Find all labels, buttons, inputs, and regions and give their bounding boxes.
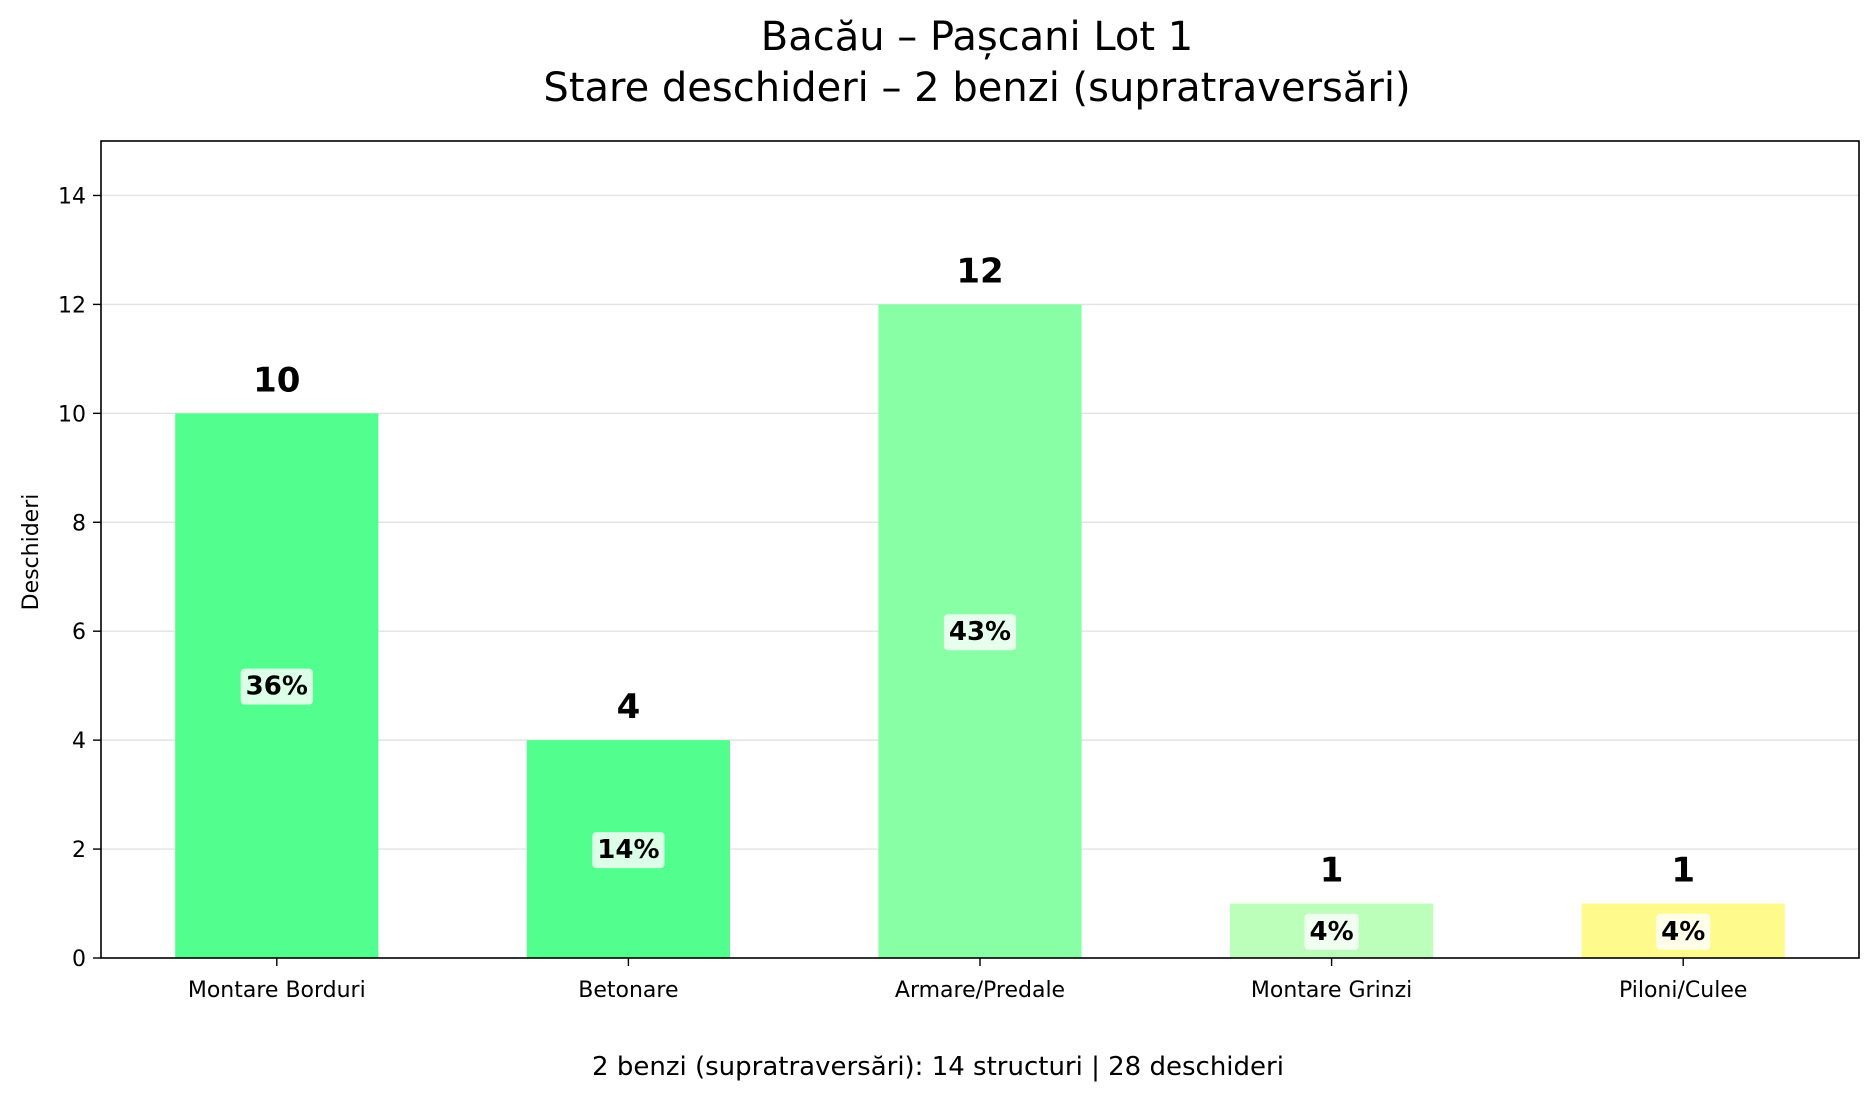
y-axis: 0 2 4 6 8 10 12 14	[58, 184, 101, 972]
bars	[175, 304, 1785, 958]
percent-label-box	[592, 832, 665, 869]
chart-title-line-1: Bacău – Pașcani Lot 1	[761, 14, 1194, 60]
y-tick-label: 8	[72, 511, 86, 536]
bar-percent-label: 14%	[597, 835, 659, 865]
bar-value-label: 10	[253, 360, 300, 400]
bar-percent-label: 36%	[246, 672, 308, 702]
y-tick-label: 14	[58, 184, 86, 209]
y-tick-label: 4	[72, 729, 86, 754]
bar-percent-label: 43%	[949, 617, 1011, 647]
y-axis-label: Deschideri	[19, 494, 44, 611]
x-tick-label: Armare/Predale	[895, 978, 1065, 1003]
x-tick-label: Montare Grinzi	[1251, 978, 1412, 1003]
y-tick-label: 12	[58, 293, 86, 318]
bar-value-label: 1	[1671, 851, 1695, 891]
percent-label-box	[1656, 913, 1711, 950]
bar-value-label: 1	[1320, 851, 1344, 891]
chart-title: Bacău – Pașcani Lot 1 Stare deschideri –…	[543, 14, 1410, 111]
bar-percent-label: 4%	[1310, 917, 1354, 947]
y-tick-label: 10	[58, 402, 86, 427]
bar-percent-label: 4%	[1661, 917, 1705, 947]
bar-value-label: 12	[956, 251, 1003, 291]
x-tick-label: Piloni/Culee	[1619, 978, 1747, 1003]
percent-label-box	[1304, 913, 1359, 950]
y-tick-label: 2	[72, 838, 86, 863]
x-tick-label: Montare Borduri	[188, 978, 366, 1003]
percent-label-box	[240, 668, 313, 705]
percent-label-box	[943, 614, 1017, 651]
chart-title-line-2: Stare deschideri – 2 benzi (supratravers…	[543, 65, 1410, 111]
bar-value-label: 4	[617, 687, 641, 727]
y-tick-label: 6	[72, 620, 86, 645]
y-tick-label: 0	[72, 947, 86, 972]
x-axis: Montare Borduri Betonare Armare/Predale Mon…	[188, 958, 1747, 1003]
x-tick-label: Betonare	[578, 978, 678, 1003]
chart-footer-note: 2 benzi (supratraversări): 14 structuri …	[592, 1052, 1284, 1082]
